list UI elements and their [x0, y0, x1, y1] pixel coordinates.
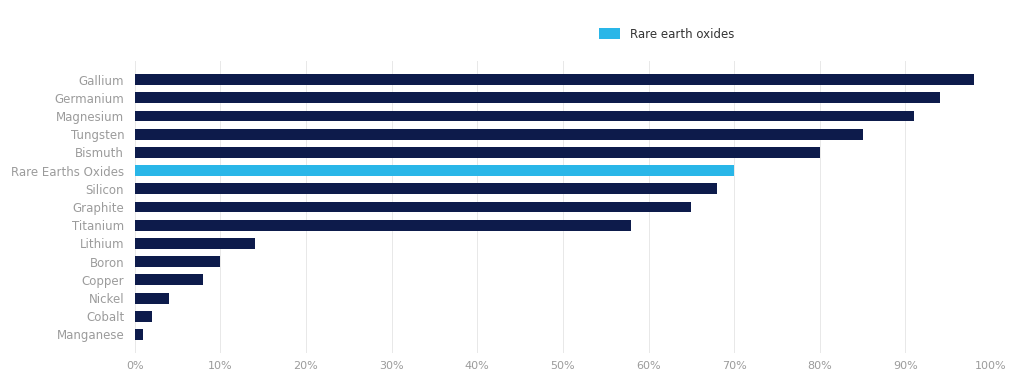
Bar [134, 329, 144, 340]
Bar [134, 238, 254, 249]
Bar [134, 183, 717, 194]
Bar [134, 129, 862, 140]
Bar [134, 256, 220, 267]
Bar [134, 220, 631, 231]
Bar [134, 293, 169, 304]
Bar [134, 110, 914, 121]
Bar [134, 74, 974, 85]
Bar [134, 165, 734, 176]
Bar [134, 311, 152, 322]
Legend: Rare earth oxides: Rare earth oxides [595, 23, 739, 45]
Bar [134, 147, 819, 158]
Bar [134, 274, 204, 285]
Bar [134, 92, 940, 103]
Bar [134, 202, 691, 212]
